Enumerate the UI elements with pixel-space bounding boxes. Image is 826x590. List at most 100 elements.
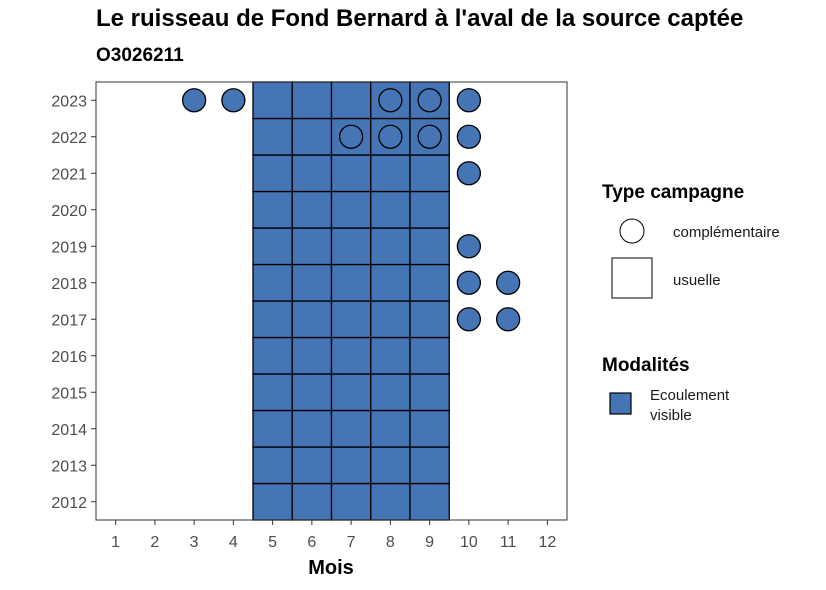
tile-2018-8 <box>370 263 411 302</box>
tile-2012-5 <box>252 482 293 521</box>
tile-2014-6 <box>291 409 333 448</box>
chart-subtitle: O3026211 <box>96 45 184 66</box>
tile-2023-8 <box>370 81 411 120</box>
legend: Type campagne complémentaire usuelle Mod… <box>602 182 780 424</box>
point-2019-10 <box>456 234 482 259</box>
tile-2014-8 <box>370 409 411 448</box>
tile-2019-5 <box>252 227 293 266</box>
legend-key-circle <box>619 218 645 244</box>
tile-2022-8 <box>370 117 411 156</box>
x-tick-label-6: 6 <box>307 534 316 551</box>
tile-2018-9 <box>409 263 450 302</box>
tile-2021-8 <box>370 154 411 193</box>
tile-2015-6 <box>291 373 333 412</box>
point-2022-9 <box>417 124 442 149</box>
tile-2023-5 <box>252 81 293 120</box>
tile-2020-7 <box>330 190 372 229</box>
tile-2019-9 <box>409 227 450 266</box>
y-tick-label-2017: 2017 <box>51 312 87 329</box>
point-2018-10 <box>456 270 482 295</box>
tile-2023-9 <box>409 81 450 120</box>
tile-2021-7 <box>330 154 372 193</box>
tile-2020-6 <box>291 190 333 229</box>
y-tick-label-2022: 2022 <box>51 130 87 147</box>
tile-2014-5 <box>252 409 293 448</box>
tile-2020-8 <box>370 190 411 229</box>
x-tick-label-3: 3 <box>190 534 199 551</box>
tile-2021-6 <box>291 154 333 193</box>
legend-key-square <box>611 257 653 299</box>
tile-2016-5 <box>252 336 293 375</box>
tile-2012-6 <box>291 482 333 521</box>
tile-2022-9 <box>409 117 450 156</box>
tile-2013-9 <box>409 446 450 485</box>
plot-panel <box>95 81 568 521</box>
tile-2013-7 <box>330 446 372 485</box>
y-tick-label-2021: 2021 <box>51 166 87 183</box>
y-tick-label-2020: 2020 <box>51 203 87 220</box>
x-tick-label-9: 9 <box>425 534 434 551</box>
legend-title-type-campagne: Type campagne <box>602 182 744 203</box>
tile-2017-9 <box>409 300 450 339</box>
point-2023-10 <box>456 88 482 113</box>
tile-2019-7 <box>330 227 372 266</box>
tile-2016-9 <box>409 336 450 375</box>
tile-2017-7 <box>330 300 372 339</box>
point-2022-7 <box>338 124 364 149</box>
point-2023-3 <box>181 88 207 113</box>
tile-2020-9 <box>409 190 450 229</box>
y-tick-label-2013: 2013 <box>51 458 87 475</box>
x-tick-label-7: 7 <box>347 534 356 551</box>
point-2023-8 <box>378 88 403 113</box>
point-2023-9 <box>417 88 442 113</box>
tile-2013-5 <box>252 446 293 485</box>
tile-2014-9 <box>409 409 450 448</box>
x-tick-label-4: 4 <box>229 534 238 551</box>
legend-key-ecoulement-visible <box>609 392 632 415</box>
legend-label-complementaire: complémentaire <box>673 224 780 241</box>
y-tick-label-2019: 2019 <box>51 239 87 256</box>
tile-2015-8 <box>370 373 411 412</box>
tile-2022-7 <box>330 117 372 156</box>
tile-2017-5 <box>252 300 293 339</box>
x-axis-title: Mois <box>308 557 354 579</box>
panel-border <box>95 81 568 521</box>
point-2023-4 <box>221 88 246 113</box>
y-tick-label-2012: 2012 <box>51 495 87 512</box>
legend-label-usuelle: usuelle <box>673 272 721 289</box>
legend-label-ecoulement: Ecoulement <box>650 387 730 404</box>
tile-2013-8 <box>370 446 411 485</box>
tile-2016-6 <box>291 336 333 375</box>
tile-2012-8 <box>370 482 411 521</box>
y-axis: 2012 2013 2014 2015 2016 2017 2018 2019 2020 2021… <box>51 93 96 512</box>
point-2017-10 <box>456 307 482 332</box>
x-tick-label-11: 11 <box>500 534 517 551</box>
y-tick-label-2015: 2015 <box>51 385 87 402</box>
x-tick-label-8: 8 <box>386 534 395 551</box>
y-tick-label-2018: 2018 <box>51 276 87 293</box>
tile-2022-6 <box>291 117 333 156</box>
x-axis: 1 2 3 4 5 6 7 8 9 10 11 12 <box>111 520 556 551</box>
tile-2021-5 <box>252 154 293 193</box>
tile-2017-6 <box>291 300 333 339</box>
legend-title-modalites: Modalités <box>602 355 690 376</box>
tile-2016-7 <box>330 336 372 375</box>
tile-2023-7 <box>330 81 372 120</box>
y-tick-label-2016: 2016 <box>51 349 87 366</box>
tile-2023-6 <box>291 81 333 120</box>
x-tick-label-10: 10 <box>460 534 478 551</box>
tile-2017-8 <box>370 300 411 339</box>
tile-2014-7 <box>330 409 372 448</box>
tile-2020-5 <box>252 190 293 229</box>
tile-2015-9 <box>409 373 450 412</box>
tile-2018-5 <box>252 263 293 302</box>
point-2022-8 <box>378 124 403 149</box>
x-tick-label-1: 1 <box>111 534 120 551</box>
tile-2016-8 <box>370 336 411 375</box>
point-2021-10 <box>456 161 482 186</box>
legend-label-visible: visible <box>650 407 692 424</box>
tile-2022-5 <box>252 117 293 156</box>
tile-2012-7 <box>330 482 372 521</box>
x-tick-label-5: 5 <box>268 534 277 551</box>
tile-2019-6 <box>291 227 333 266</box>
